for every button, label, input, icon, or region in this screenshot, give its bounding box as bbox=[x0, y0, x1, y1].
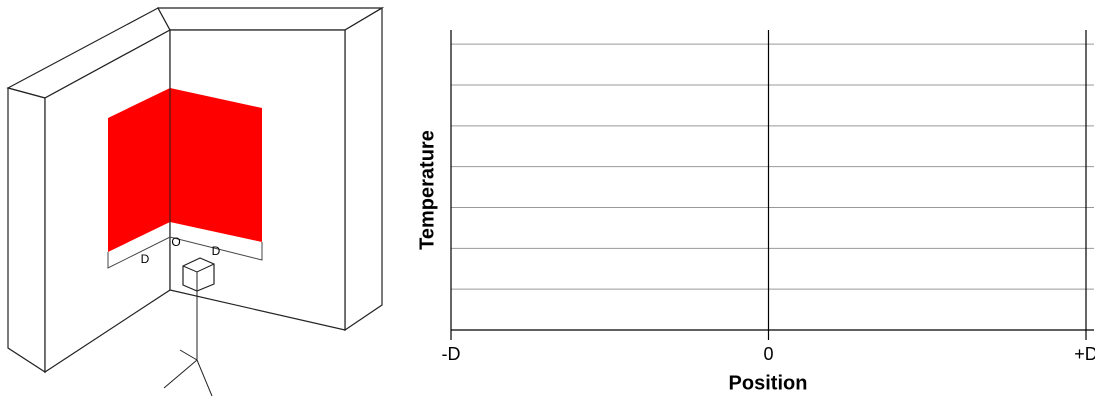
distance-label: D bbox=[212, 244, 221, 258]
x-tick-label: 0 bbox=[763, 344, 773, 364]
left-wall-front bbox=[7, 87, 46, 374]
y-axis-label: Temperature bbox=[416, 130, 438, 250]
tripod-leg bbox=[179, 349, 198, 361]
distance-label: D bbox=[141, 252, 150, 266]
red-panel-right bbox=[170, 88, 262, 242]
wall-diagram: D O D bbox=[6, 6, 385, 397]
red-panel-left bbox=[108, 88, 170, 252]
right-wall-side bbox=[344, 6, 383, 332]
tripod-leg bbox=[196, 359, 213, 397]
x-axis-label: Position bbox=[729, 372, 808, 394]
camera bbox=[182, 257, 215, 292]
origin-label: O bbox=[171, 235, 180, 249]
x-tick-label: -D bbox=[442, 344, 461, 364]
floor-strip bbox=[107, 236, 263, 269]
x-tick-label: +D bbox=[1074, 344, 1095, 364]
right-wall-top bbox=[156, 7, 385, 31]
tripod-leg bbox=[163, 359, 198, 389]
